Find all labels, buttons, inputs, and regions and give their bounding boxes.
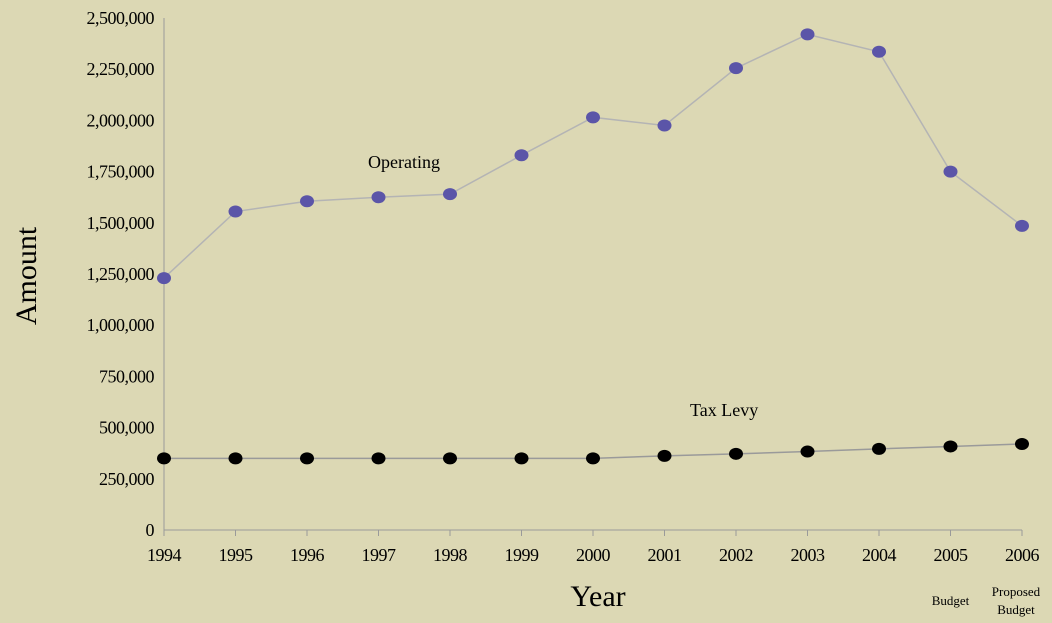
data-point-tax-levy (514, 452, 529, 465)
data-point-tax-levy (157, 452, 171, 465)
series-label-operating: Operating (368, 152, 440, 172)
x-tick-label: 2000 (576, 545, 611, 565)
x-tick-label: 1998 (433, 545, 468, 565)
data-point-operating (300, 195, 314, 208)
data-point-tax-levy (228, 452, 243, 465)
data-point-operating (514, 149, 529, 162)
x-tick-label: 2001 (648, 545, 682, 565)
data-point-operating (1015, 219, 1029, 232)
series-label-tax-levy: Tax Levy (690, 400, 758, 420)
y-tick-label: 250,000 (99, 469, 155, 489)
data-point-tax-levy (586, 452, 600, 465)
y-tick-label: 1,250,000 (87, 264, 155, 284)
series-labels: Operating Tax Levy (368, 152, 758, 420)
data-point-tax-levy (657, 449, 672, 462)
data-point-tax-levy (1015, 437, 1029, 450)
data-point-operating (443, 188, 457, 201)
x-tick-label: 1995 (219, 545, 254, 565)
y-tick-labels: 0 250,000 500,000 750,000 1,000,000 1,250,000… (87, 8, 156, 540)
data-point-operating (371, 191, 386, 204)
y-tick-label: 1,500,000 (87, 213, 155, 233)
y-tick-label: 2,500,000 (87, 8, 155, 28)
data-point-tax-levy (943, 440, 958, 453)
x-tick-label: 2002 (719, 545, 753, 565)
data-point-operating (729, 62, 743, 75)
x-tick-label: 2004 (862, 545, 897, 565)
x-tick-label: 1999 (505, 545, 540, 565)
data-point-tax-levy (872, 442, 886, 455)
x-tick-label: 2003 (791, 545, 826, 565)
data-point-operating (228, 205, 243, 218)
data-point-operating (943, 165, 958, 178)
y-tick-label: 750,000 (99, 366, 155, 386)
x-tick-label: 2005 (934, 545, 969, 565)
data-point-tax-levy (443, 452, 457, 465)
data-point-tax-levy (800, 445, 815, 458)
data-point-operating (800, 28, 815, 41)
x-tick-label: 1994 (147, 545, 182, 565)
data-point-tax-levy (371, 452, 386, 465)
x-sublabel: Proposed (992, 584, 1041, 599)
data-point-operating (657, 119, 672, 132)
series-line-operating (163, 33, 1023, 279)
y-tick-label: 0 (146, 520, 155, 540)
x-sublabel: Budget (997, 602, 1035, 617)
series-lines (163, 33, 1023, 460)
y-tick-label: 500,000 (99, 418, 155, 438)
x-sublabels: Budget Proposed Budget (932, 584, 1041, 617)
x-tick-labels: 1994 1995 1996 1997 1998 1999 2000 2001 2002 2003… (147, 530, 1040, 565)
data-point-operating (872, 45, 886, 58)
y-tick-label: 1,750,000 (87, 162, 155, 182)
y-tick-label: 2,250,000 (87, 59, 155, 79)
y-axis-title: Amount (10, 226, 43, 325)
x-tick-label: 1997 (362, 545, 397, 565)
x-tick-label: 2006 (1005, 545, 1040, 565)
x-tick-label: 1996 (290, 545, 325, 565)
data-point-operating (586, 111, 600, 124)
data-point-operating (157, 272, 171, 285)
series-points (157, 28, 1029, 465)
y-tick-label: 2,000,000 (87, 110, 155, 130)
data-point-tax-levy (729, 447, 743, 460)
x-sublabel: Budget (932, 593, 970, 608)
x-axis-title: Year (570, 580, 625, 613)
y-tick-label: 1,000,000 (87, 315, 155, 335)
data-point-tax-levy (300, 452, 314, 465)
